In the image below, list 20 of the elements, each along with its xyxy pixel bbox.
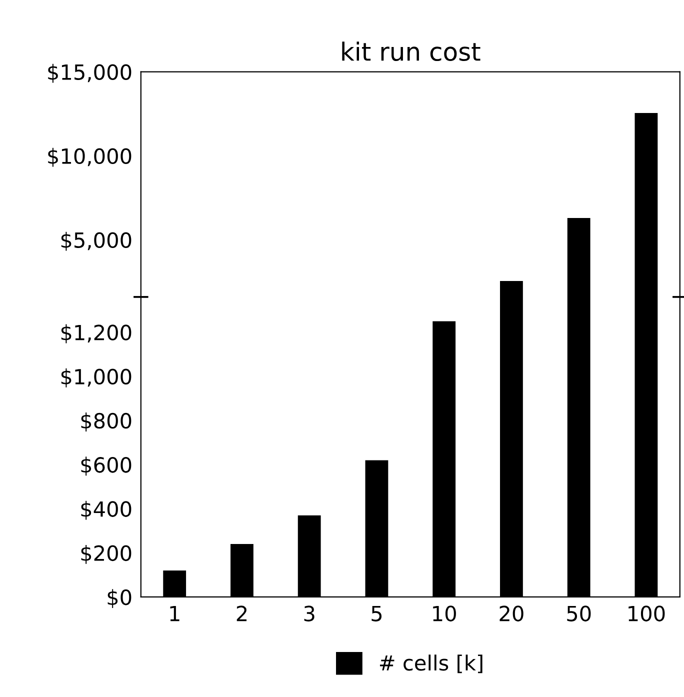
x-tick-label: 5 [372, 606, 382, 622]
y-tick-label: $600 [81, 456, 132, 476]
y-tick-label: $0 [108, 589, 132, 608]
chart-title: kit run cost [342, 42, 480, 62]
x-tick-label: 2 [236, 606, 247, 622]
y-tick-label: $10,000 [48, 148, 132, 167]
x-tick-label: 50 [567, 606, 591, 622]
legend-label: # cells [k] [380, 654, 482, 674]
x-tick-label: 3 [304, 606, 314, 622]
x-tick-label: 10 [433, 606, 456, 622]
y-tick-label: $5,000 [61, 232, 132, 251]
x-tick-label: 100 [628, 606, 665, 622]
y-tick-label: $400 [81, 500, 132, 520]
y-tick-label: $15,000 [48, 64, 132, 83]
x-tick-label: 20 [500, 606, 524, 622]
y-tick-label: $1,200 [61, 324, 132, 344]
y-tick-label: $1,000 [61, 368, 132, 388]
y-tick-label: $200 [81, 544, 132, 564]
y-tick-label: $800 [81, 412, 132, 432]
x-tick-label: 1 [170, 606, 180, 622]
